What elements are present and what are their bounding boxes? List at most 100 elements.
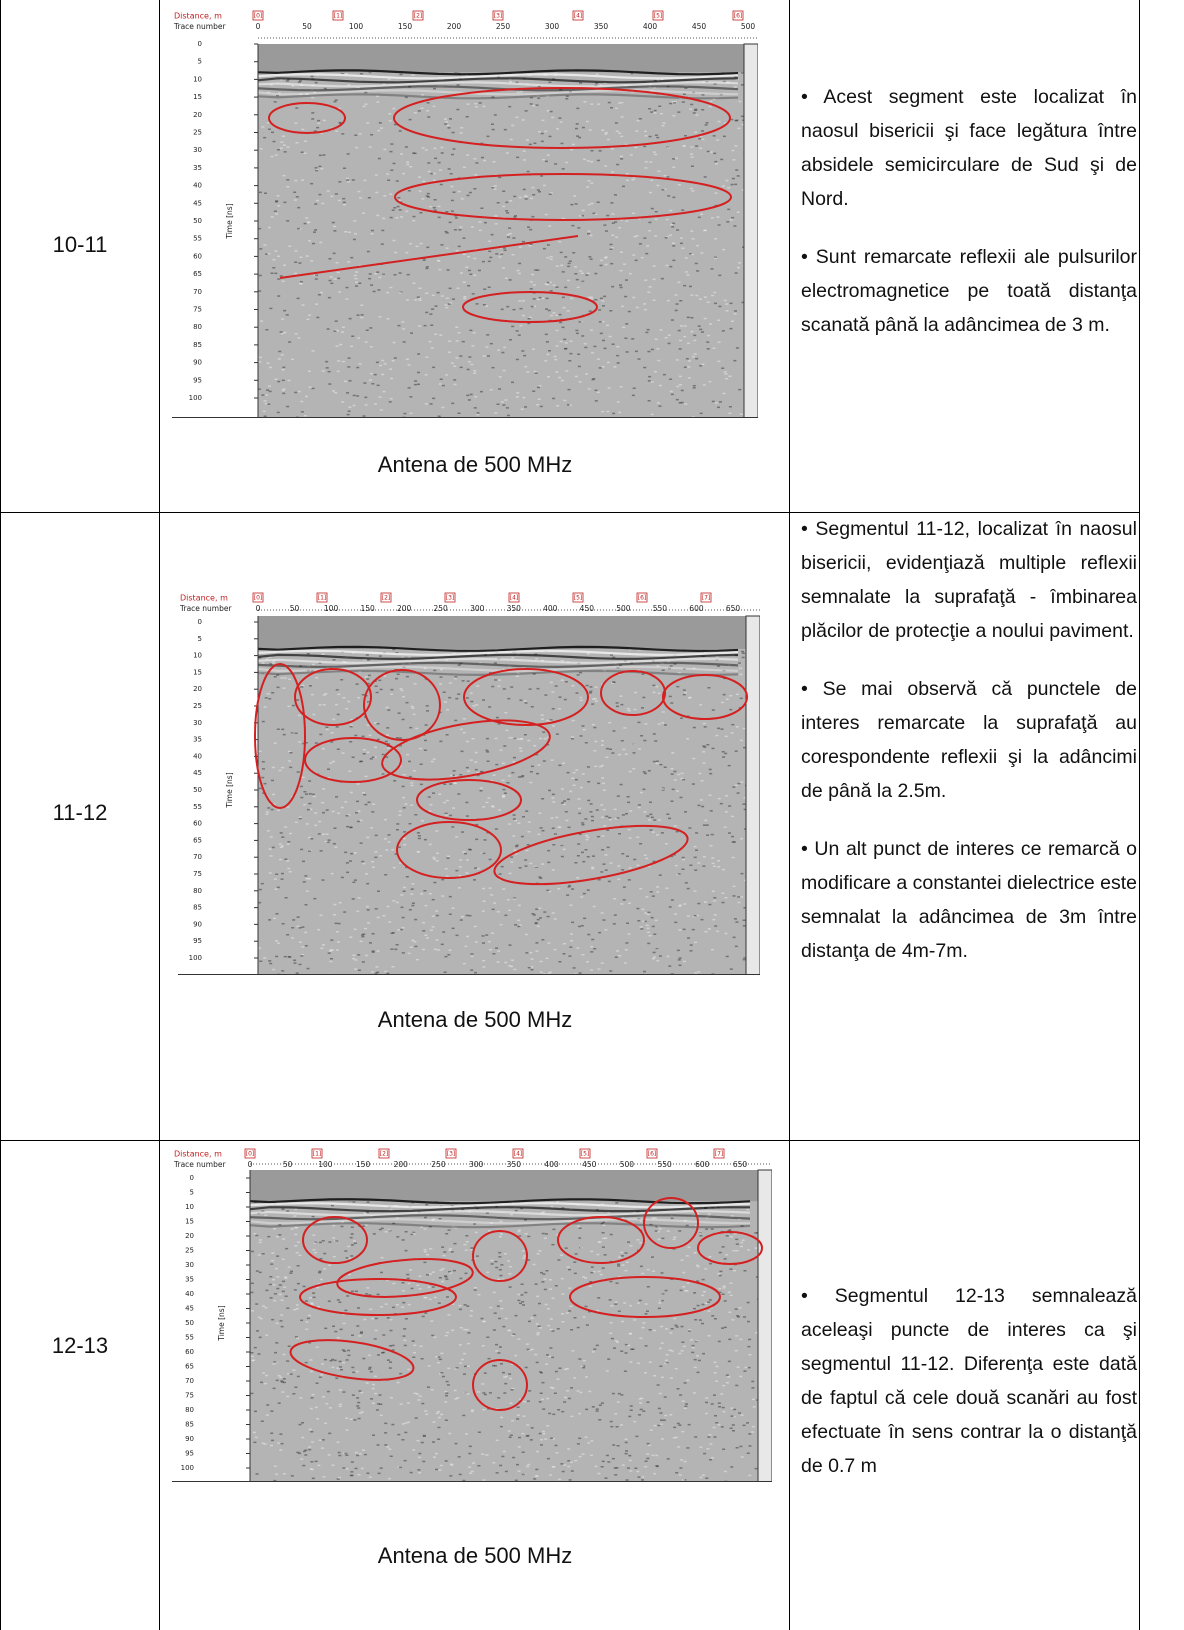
speckle-dot [603, 224, 607, 226]
speckle-dot [550, 1205, 554, 1208]
speckle-dot [656, 402, 660, 404]
speckle-dot [656, 891, 660, 893]
speckle-dot [511, 325, 515, 328]
speckle-dot [370, 1398, 374, 1400]
border [0, 512, 1140, 513]
speckle-dot [699, 135, 703, 137]
speckle-dot [508, 1286, 512, 1288]
speckle-dot [607, 387, 611, 389]
speckle-dot [418, 1472, 422, 1474]
speckle-dot [371, 1317, 375, 1320]
speckle-dot [663, 766, 667, 768]
speckle-dot [741, 650, 744, 653]
speckle-dot [536, 918, 540, 921]
speckle-dot [720, 728, 724, 730]
speckle-dot [438, 383, 442, 385]
annotation-ellipse [304, 737, 402, 783]
speckle-dot [683, 903, 687, 905]
speckle-dot [671, 101, 675, 103]
speckle-dot [284, 1295, 288, 1297]
speckle-dot [467, 1342, 471, 1345]
speckle-dot [604, 1477, 608, 1479]
speckle-dot [661, 788, 665, 790]
speckle-dot [613, 914, 617, 916]
speckle-dot [597, 358, 600, 360]
speckle-dot [292, 1369, 296, 1371]
annotation-ellipse [254, 663, 306, 809]
distance-mark-box [444, 592, 456, 603]
speckle-dot [441, 895, 445, 897]
speckle-dot [289, 832, 292, 835]
speckle-dot [711, 1457, 714, 1459]
trace-label: Trace number [173, 22, 226, 31]
speckle-dot [451, 298, 455, 300]
speckle-dot [552, 1228, 556, 1231]
speckle-dot [687, 377, 691, 379]
speckle-dot [378, 1394, 382, 1396]
speckle-dot [642, 1322, 646, 1324]
time-tick-label: 75 [193, 306, 202, 314]
speckle-dot [645, 896, 649, 898]
speckle-dot [754, 1247, 758, 1249]
speckle-dot [447, 1367, 451, 1369]
speckle-dot [718, 274, 722, 277]
speckle-dot [418, 1456, 422, 1459]
speckle-dot [522, 1257, 526, 1259]
speckle-dot [724, 932, 728, 935]
speckle-dot [560, 1277, 564, 1280]
speckle-dot [260, 1420, 264, 1422]
speckle-dot [563, 399, 567, 402]
speckle-dot [408, 909, 412, 911]
speckle-dot [469, 759, 473, 761]
speckle-dot [592, 905, 596, 908]
speckle-dot [578, 671, 582, 674]
speckle-dot [699, 799, 703, 801]
speckle-dot [277, 278, 281, 280]
speckle-dot [352, 1201, 356, 1203]
speckle-dot [263, 400, 267, 402]
speckle-dot [729, 1236, 733, 1238]
speckle-dot [513, 195, 517, 198]
speckle-dot [694, 1436, 698, 1438]
speckle-dot [327, 952, 331, 954]
speckle-dot [340, 806, 344, 809]
speckle-dot [747, 1345, 751, 1348]
speckle-dot [362, 791, 366, 794]
speckle-dot [332, 843, 336, 845]
speckle-dot [458, 1344, 462, 1346]
speckle-dot [437, 1416, 441, 1419]
speckle-dot [425, 356, 429, 358]
speckle-dot [537, 85, 541, 88]
speckle-dot [694, 869, 698, 871]
speckle-dot [631, 179, 635, 181]
speckle-dot [405, 876, 409, 878]
speckle-dot [443, 783, 447, 785]
speckle-dot [331, 1464, 335, 1466]
speckle-dot [602, 789, 606, 791]
speckle-dot [311, 118, 315, 120]
speckle-dot [598, 367, 602, 369]
speckle-dot [691, 355, 695, 358]
speckle-dot [549, 110, 553, 113]
speckle-dot [654, 153, 658, 156]
speckle-dot [433, 1456, 436, 1458]
speckle-dot [711, 400, 715, 403]
speckle-dot [258, 274, 262, 277]
speckle-dot [444, 123, 448, 125]
speckle-dot [430, 347, 434, 349]
speckle-dot [536, 1450, 539, 1453]
speckle-dot [702, 865, 706, 867]
speckle-dot [374, 972, 378, 975]
speckle-dot [498, 1235, 502, 1238]
speckle-dot [692, 726, 696, 729]
speckle-dot [432, 792, 435, 794]
speckle-dot [643, 366, 647, 369]
speckle-dot [263, 415, 267, 417]
speckle-dot [330, 939, 334, 941]
speckle-dot [683, 960, 686, 963]
speckle-dot [270, 1444, 273, 1447]
speckle-dot [506, 212, 510, 214]
speckle-dot [331, 221, 335, 224]
speckle-dot [618, 753, 622, 756]
speckle-dot [637, 218, 641, 220]
